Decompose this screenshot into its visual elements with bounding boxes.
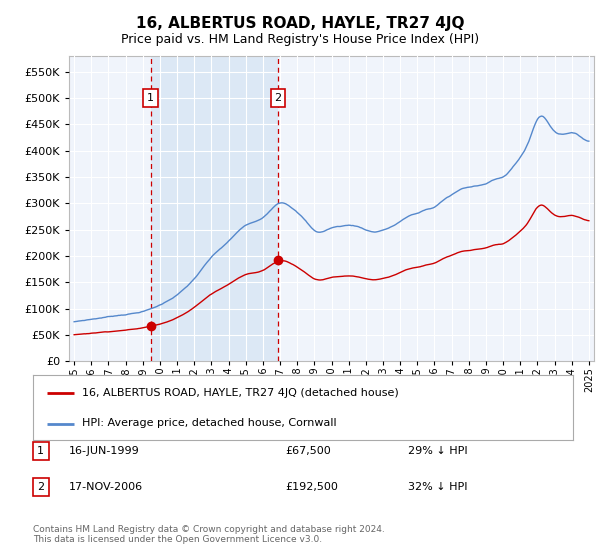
Text: 16, ALBERTUS ROAD, HAYLE, TR27 4JQ: 16, ALBERTUS ROAD, HAYLE, TR27 4JQ bbox=[136, 16, 464, 31]
Text: 16-JUN-1999: 16-JUN-1999 bbox=[69, 446, 140, 456]
Text: HPI: Average price, detached house, Cornwall: HPI: Average price, detached house, Corn… bbox=[82, 418, 336, 428]
Text: 17-NOV-2006: 17-NOV-2006 bbox=[69, 482, 143, 492]
Text: Contains HM Land Registry data © Crown copyright and database right 2024.
This d: Contains HM Land Registry data © Crown c… bbox=[33, 525, 385, 544]
Text: £192,500: £192,500 bbox=[285, 482, 338, 492]
Text: 2: 2 bbox=[37, 482, 44, 492]
Text: 16, ALBERTUS ROAD, HAYLE, TR27 4JQ (detached house): 16, ALBERTUS ROAD, HAYLE, TR27 4JQ (deta… bbox=[82, 388, 398, 398]
Text: 1: 1 bbox=[37, 446, 44, 456]
Text: Price paid vs. HM Land Registry's House Price Index (HPI): Price paid vs. HM Land Registry's House … bbox=[121, 32, 479, 46]
Text: £67,500: £67,500 bbox=[285, 446, 331, 456]
Text: 2: 2 bbox=[274, 93, 281, 103]
Text: 32% ↓ HPI: 32% ↓ HPI bbox=[408, 482, 467, 492]
Text: 29% ↓ HPI: 29% ↓ HPI bbox=[408, 446, 467, 456]
Bar bbox=[151, 56, 278, 361]
Text: 1: 1 bbox=[147, 93, 154, 103]
